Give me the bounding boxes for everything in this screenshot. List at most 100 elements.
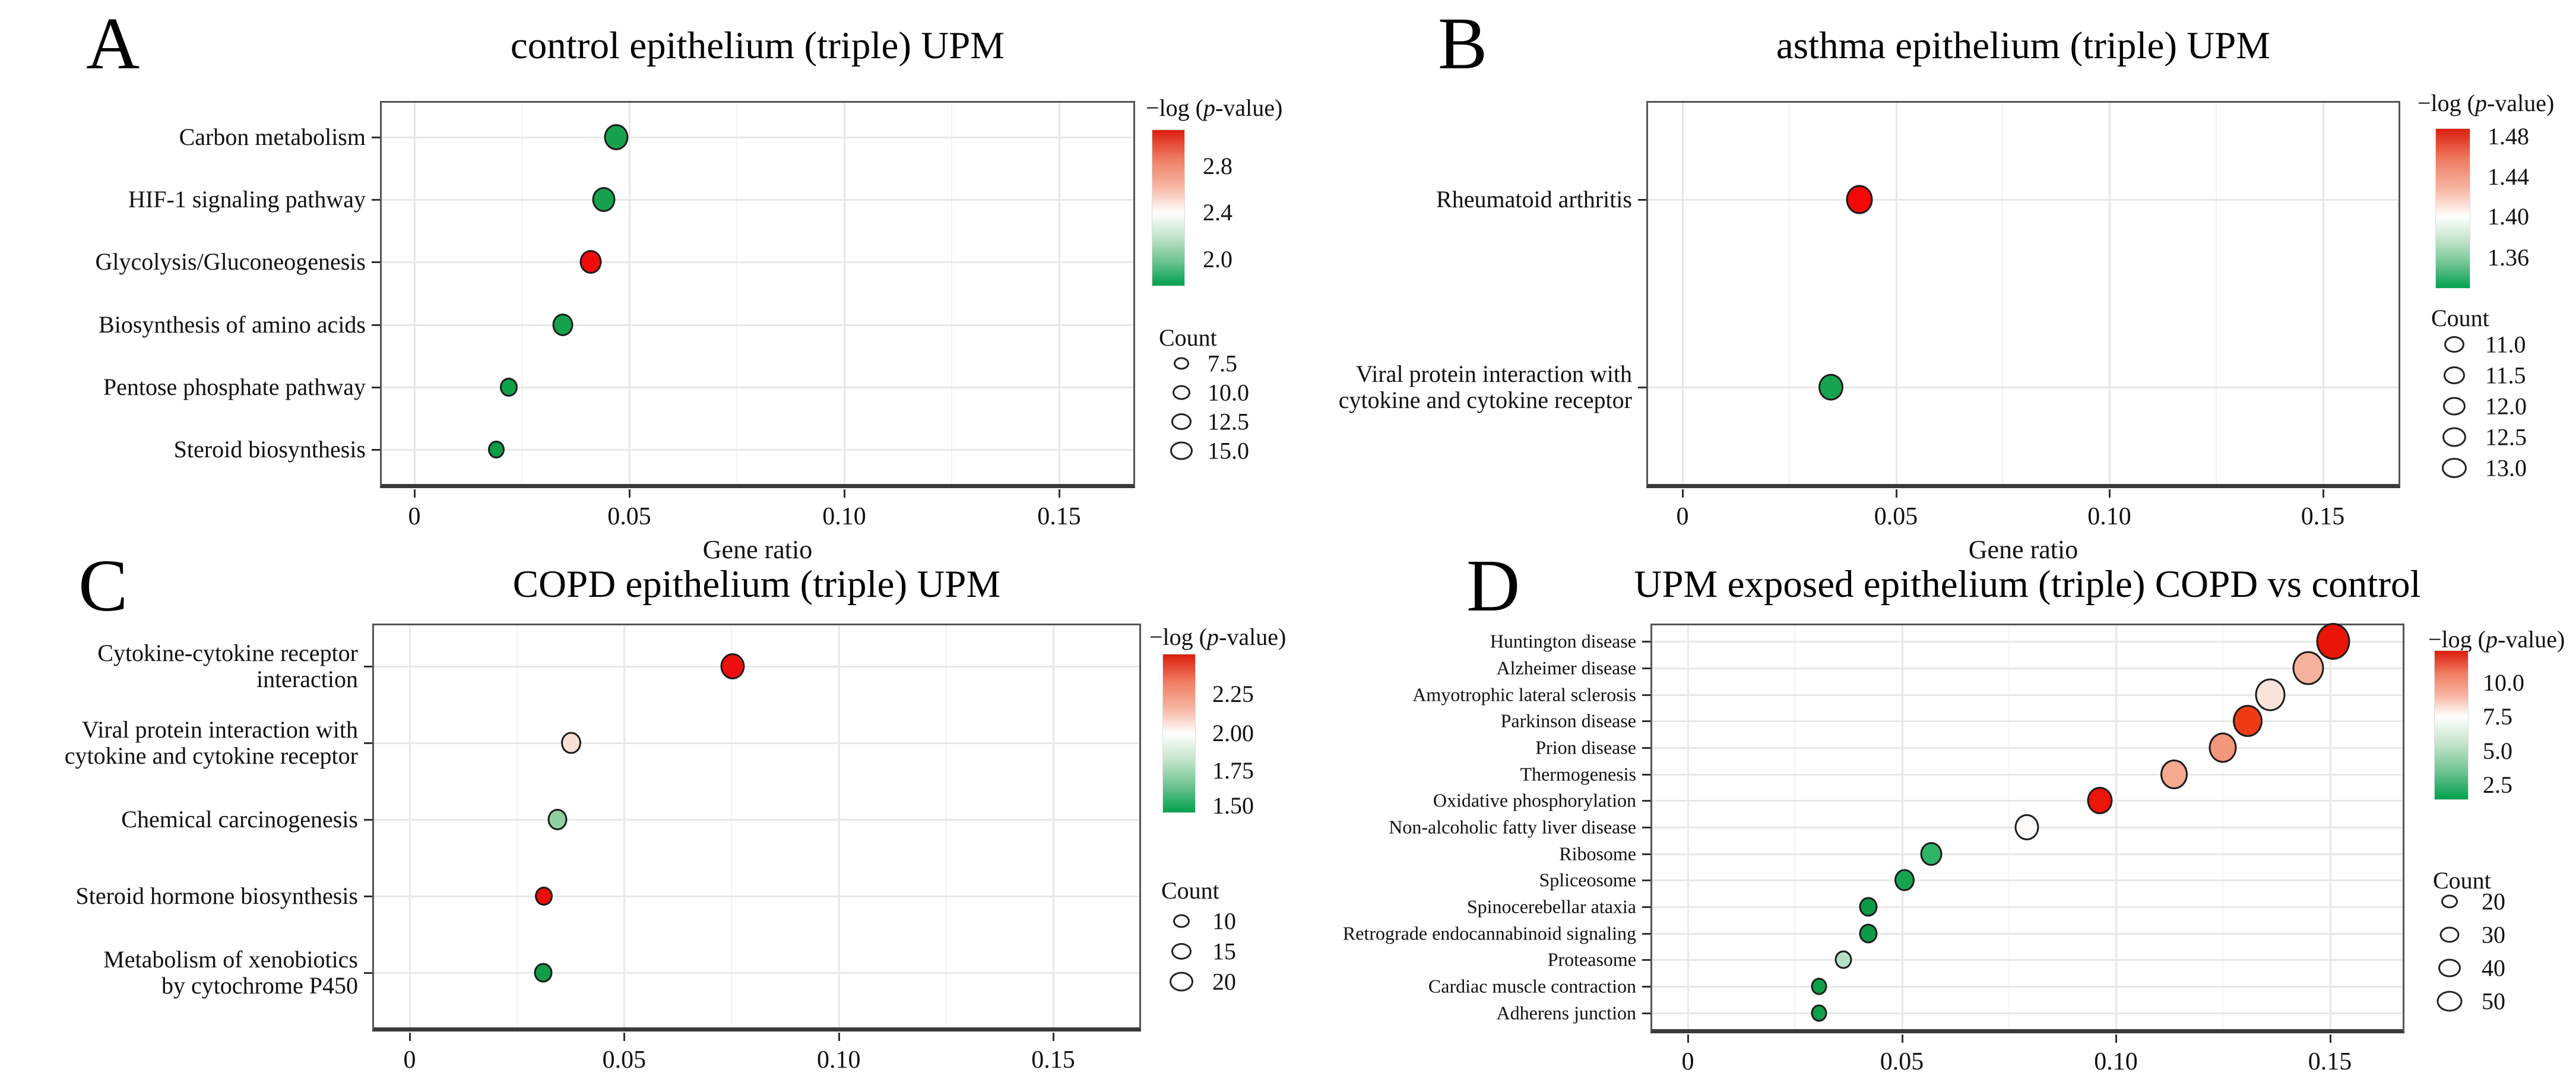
gridline-vertical [2322,101,2324,488]
gridline-vertical [623,624,626,1032]
legend-colorbar-tick-label: 1.50 [1212,792,1254,820]
gridline-horizontal [372,819,1141,821]
legend-count-circle [2443,397,2466,416]
gridline-horizontal [1650,720,2404,723]
legend-colorbar-tick-label: 2.25 [1212,680,1254,707]
y-axis-tick [1642,986,1650,988]
gridline-vertical [1895,101,1897,488]
y-axis-tick [1642,667,1650,669]
data-point [1859,897,1878,917]
x-axis-tick-label: 0.05 [607,503,651,530]
y-axis-tick [1642,827,1650,828]
x-axis-tick-label: 0 [408,503,421,530]
y-axis-tick [372,136,380,138]
data-point [579,250,602,274]
x-axis-tick-label: 0 [1681,1048,1694,1075]
x-axis-tick [414,489,416,498]
gridline-vertical [2109,101,2111,488]
y-axis-tick [364,972,372,974]
panel-letter-D: D [1466,545,1520,627]
y-axis-tick [1642,932,1650,935]
x-axis-tick [2322,489,2324,498]
y-axis-tick [1642,959,1650,961]
x-axis-tick [629,489,630,498]
y-axis-tick [1638,199,1646,201]
x-axis-tick-label: 0.05 [1880,1048,1924,1075]
data-point [552,313,573,336]
x-axis-tick [2329,1034,2331,1043]
y-axis-label: Steroid hormone biosynthesis [75,882,358,909]
panel-title: COPD epithelium (triple) UPM [512,563,1001,606]
data-point [1811,977,1827,995]
legend-title-prefix: −log ( [1149,624,1207,650]
gridline-vertical [629,101,630,488]
gridline-vertical-minor [516,624,518,1032]
legend-colorbar [1162,654,1196,813]
y-axis-label: Retrograde endocannabinoid signaling [1342,922,1636,944]
x-axis-tick [409,1033,411,1041]
y-axis-tick [1642,747,1650,749]
x-axis-tick-label: 0.10 [2094,1048,2138,1075]
plot-area [1646,101,2400,488]
legend-count-title: Count [2431,305,2489,331]
y-axis-tick [1642,906,1650,908]
x-axis-tick [1687,1034,1689,1043]
legend-color-title: −log (p-value) [2428,625,2565,653]
y-axis-label: Viral protein interaction with cytokine … [1338,360,1632,413]
gridline-vertical-minor [945,624,947,1032]
data-point [1846,185,1873,214]
plot-area [380,101,1135,488]
x-axis-tick-label: 0.10 [816,1046,861,1074]
gridline-horizontal [380,136,1135,138]
data-point [1811,1004,1827,1022]
data-point [1834,950,1852,969]
data-point [604,124,629,150]
panel-letter-C: C [78,545,128,627]
x-axis-tick [1901,1034,1903,1043]
gridline-horizontal [372,742,1141,745]
panel-title: UPM exposed epithelium (triple) COPD vs … [1634,563,2421,606]
data-point [1920,841,1943,866]
legend-colorbar-tick-label: 7.5 [2483,703,2512,730]
legend-colorbar-tick-label: 1.44 [2488,163,2529,191]
gridline-vertical-minor [2215,101,2217,488]
legend-title-p: p [2475,90,2487,116]
plot-area [372,624,1141,1032]
data-point [720,653,745,680]
gridline-horizontal [1646,199,2400,201]
x-axis-tick-label: 0.15 [2308,1048,2352,1075]
gridline-vertical-minor [2002,101,2004,488]
legend-count-label: 12.0 [2485,393,2527,420]
legend-count-label: 7.5 [1208,350,1237,377]
data-point [592,187,616,212]
gridline-vertical-minor [2008,624,2010,1033]
legend-colorbar-tick-label: 5.0 [2483,737,2512,764]
y-axis-tick [372,324,380,326]
x-axis-tick [2115,1034,2117,1043]
y-axis-tick [1638,387,1646,388]
legend-count-label: 12.5 [2485,423,2527,451]
legend-count-circle [2442,427,2466,447]
x-axis-tick-label: 0 [403,1046,416,1074]
legend-colorbar-tick-label: 2.8 [1203,153,1232,180]
y-axis-label: Spliceosome [1539,869,1636,891]
data-point [2160,759,2188,789]
x-axis-tick [1895,489,1897,498]
legend-count-circle [1170,972,1193,992]
x-axis-title: Gene ratio [702,535,813,564]
legend-count-label: 40 [2482,954,2505,982]
x-axis-title: Gene ratio [702,1078,811,1082]
legend-colorbar [2434,650,2469,800]
x-axis-tick [844,489,845,498]
data-point [2209,732,2237,763]
gridline-vertical [1901,624,1903,1033]
legend-colorbar-tick-label: 10.0 [2483,669,2524,696]
gridline-horizontal [1650,932,2404,935]
legend-count-label: 12.5 [1208,408,1249,435]
legend-colorbar-tick-label: 1.75 [1212,757,1254,784]
legend-count-title: Count [1161,877,1219,904]
y-axis-tick [1642,694,1650,696]
legend-colorbar [2435,128,2470,289]
panel-title: control epithelium (triple) UPM [510,24,1005,67]
